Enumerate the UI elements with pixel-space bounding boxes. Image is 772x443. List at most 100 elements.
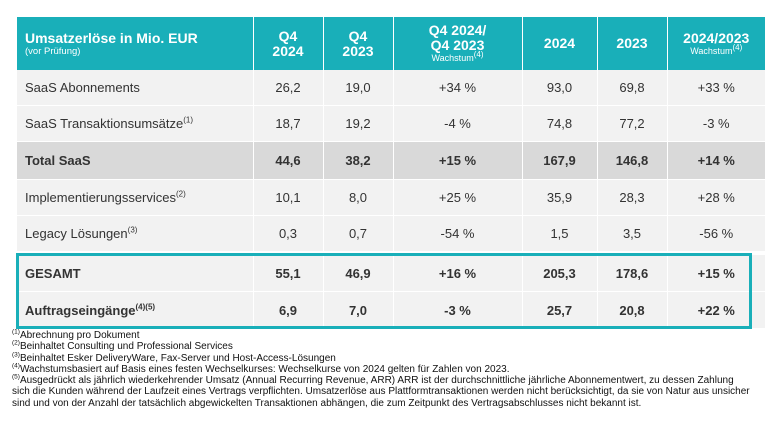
value-cell: 25,7 xyxy=(522,291,598,329)
column-line1: Q4 2024/ xyxy=(428,22,487,38)
value-cell: +25 % xyxy=(393,179,523,216)
column-line1: 2024 xyxy=(543,35,576,51)
value-cell: +15 % xyxy=(393,141,523,180)
value-cell: 93,0 xyxy=(522,70,598,106)
value-cell: +34 % xyxy=(393,70,523,106)
footnote-mark: (1) xyxy=(12,328,20,336)
row-label-text: Implementierungsservices xyxy=(25,190,177,205)
value-cell: 1,5 xyxy=(522,215,598,252)
value-cell: +22 % xyxy=(667,291,765,329)
row-label-text: GESAMT xyxy=(25,265,81,281)
footnote-text: Beinhaltet Esker DeliveryWare, Fax-Serve… xyxy=(19,352,336,364)
value-cell: 28,3 xyxy=(597,179,668,216)
value-cell: 38,2 xyxy=(323,141,394,180)
footnote: (3)Beinhaltet Esker DeliveryWare, Fax-Se… xyxy=(12,351,752,364)
footnote-mark: (2) xyxy=(12,339,20,347)
column-header: Q4 2024 xyxy=(253,17,324,70)
value-cell: 74,8 xyxy=(522,105,598,142)
value-cell: -54 % xyxy=(393,215,523,252)
value-cell: 55,1 xyxy=(253,255,324,292)
row-label: SaaS Transaktionsumsätze(1) xyxy=(17,105,254,142)
table-row: Legacy Lösungen(3) 0,3 0,7 -54 % 1,5 3,5 -56 % xyxy=(17,215,765,252)
footnote-ref: (3) xyxy=(127,225,138,235)
column-header: 2023 xyxy=(597,17,668,70)
row-label-text: Legacy Lösungen xyxy=(25,226,128,241)
column-line1: Q4 xyxy=(348,27,368,44)
column-sub-text: Wachstum xyxy=(431,53,474,63)
value-cell: 69,8 xyxy=(597,70,668,106)
table-row: GESAMT 55,1 46,9 +16 % 205,3 178,6 +15 % xyxy=(17,255,765,292)
footnote: (4)Wachstumsbasiert auf Basis eines fest… xyxy=(12,362,752,375)
row-label-text: Total SaaS xyxy=(25,153,91,168)
column-line1: 2023 xyxy=(616,35,648,51)
value-cell: 146,8 xyxy=(597,141,668,180)
value-cell: 6,9 xyxy=(253,291,324,329)
value-cell: +15 % xyxy=(667,255,765,292)
column-line2: 2023 xyxy=(342,42,374,59)
footnote: (1)Abrechnung pro Dokument xyxy=(12,328,752,341)
value-cell: 0,7 xyxy=(323,215,394,252)
value-cell: 19,0 xyxy=(323,70,394,106)
column-header: Q4 2023 xyxy=(323,17,394,70)
value-cell: 7,0 xyxy=(323,291,394,329)
table-row: Auftragseingänge(4)(5) 6,9 7,0 -3 % 25,7 20,8… xyxy=(17,291,765,329)
column-sub: Wachstum(4) xyxy=(668,42,766,57)
column-line2: Q4 2023 xyxy=(430,37,485,53)
footnote-mark: (3) xyxy=(12,351,20,359)
column-header: 2024 xyxy=(522,17,598,70)
value-cell: +16 % xyxy=(393,255,523,292)
column-line1: Q4 xyxy=(278,27,298,44)
subtitle: (vor Prüfung) xyxy=(25,45,81,57)
value-cell: 35,9 xyxy=(522,179,598,216)
value-cell: -3 % xyxy=(393,291,523,329)
value-cell: 0,3 xyxy=(253,215,324,252)
footnote-ref: (4) xyxy=(732,42,743,52)
value-cell: 18,7 xyxy=(253,105,324,142)
footnotes: (1)Abrechnung pro Dokument (2)Beinhaltet … xyxy=(12,328,752,409)
column-line2: 2024 xyxy=(272,42,304,59)
revenue-table: Umsatzerlöse in Mio. EUR (vor Prüfung) Q4 2… xyxy=(17,17,765,329)
table-row: Implementierungsservices(2) 10,1 8,0 +25 % 3… xyxy=(17,179,765,216)
value-cell: 26,2 xyxy=(253,70,324,106)
footnote-text: Wachstumsbasiert auf Basis eines festen … xyxy=(19,363,510,375)
row-label-text: SaaS Abonnements xyxy=(25,80,140,95)
column-header: 2024/2023 Wachstum(4) xyxy=(667,17,765,70)
title: Umsatzerlöse in Mio. EUR xyxy=(25,29,198,46)
table-row: Total SaaS 44,6 38,2 +15 % 167,9 146,8 +14 % xyxy=(17,141,765,180)
column-line1: 2024/2023 xyxy=(683,29,750,46)
footnote-mark: (4) xyxy=(12,362,20,370)
column-sub: Wachstum(4) xyxy=(394,50,522,64)
footnote-ref: (1) xyxy=(183,115,194,125)
value-cell: +28 % xyxy=(667,179,765,216)
row-label: SaaS Abonnements xyxy=(17,70,254,106)
row-label: Auftragseingänge(4)(5) xyxy=(17,291,254,329)
value-cell: 8,0 xyxy=(323,179,394,216)
footnote-ref: (4) xyxy=(473,50,484,59)
value-cell: -4 % xyxy=(393,105,523,142)
value-cell: 205,3 xyxy=(522,255,598,292)
footnote-text: Beinhaltet Consulting und Professional S… xyxy=(19,341,233,353)
footnote-text: Ausgedrückt als jährlich wiederkehrender… xyxy=(12,375,750,409)
footnote-ref: (4)(5) xyxy=(135,302,156,312)
value-cell: 19,2 xyxy=(323,105,394,142)
row-label-text: Auftragseingänge xyxy=(25,302,136,318)
row-label: Total SaaS xyxy=(17,141,254,180)
column-header: Q4 2024/Q4 2023 Wachstum(4) xyxy=(393,17,523,70)
value-cell: -3 % xyxy=(667,105,765,142)
table-row: SaaS Abonnements 26,2 19,0 +34 % 93,0 69,8 +33… xyxy=(17,70,765,106)
value-cell: 3,5 xyxy=(597,215,668,252)
value-cell: 20,8 xyxy=(597,291,668,329)
footnote: (5)Ausgedrückt als jährlich wiederkehren… xyxy=(12,373,752,409)
table-row: SaaS Transaktionsumsätze(1) 18,7 19,2 -4 % 7… xyxy=(17,105,765,142)
value-cell: 46,9 xyxy=(323,255,394,292)
value-cell: +14 % xyxy=(667,141,765,180)
footnote-mark: (5) xyxy=(12,373,20,381)
value-cell: 77,2 xyxy=(597,105,668,142)
footnote-ref: (2) xyxy=(176,189,186,199)
value-cell: 178,6 xyxy=(597,255,668,292)
value-cell: 10,1 xyxy=(253,179,324,216)
column-sub-text: Wachstum xyxy=(690,45,733,56)
row-label: GESAMT xyxy=(17,255,254,292)
header-title: Umsatzerlöse in Mio. EUR (vor Prüfung) xyxy=(17,17,254,70)
footnote-text: Abrechnung pro Dokument xyxy=(19,330,140,341)
